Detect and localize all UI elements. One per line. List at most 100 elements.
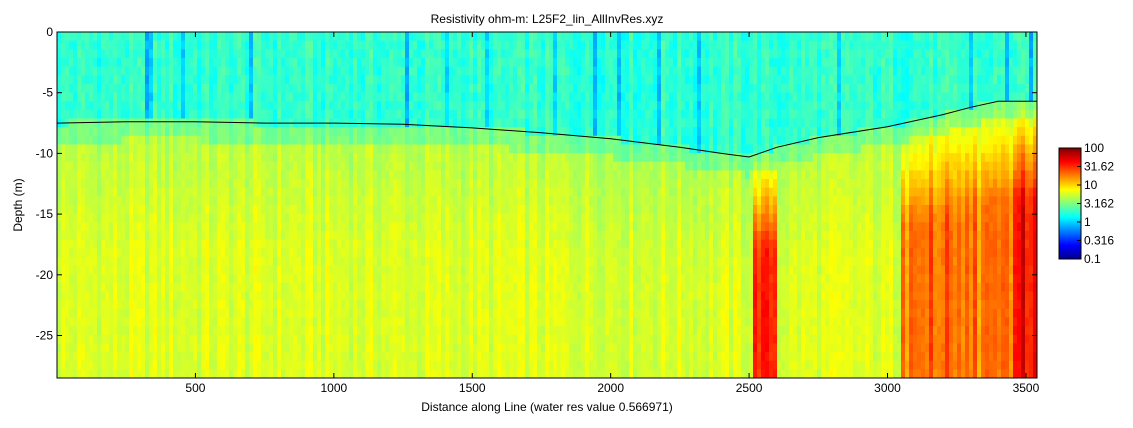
heatmap-cell	[205, 248, 210, 258]
heatmap-cell	[105, 222, 110, 232]
heatmap-cell	[149, 57, 154, 68]
heatmap-cell	[61, 213, 66, 223]
heatmap-cell	[153, 369, 158, 378]
heatmap-cell	[457, 179, 462, 189]
heatmap-cell	[489, 127, 494, 137]
heatmap-cell	[521, 230, 526, 241]
heatmap-cell	[277, 109, 282, 120]
heatmap-cell	[181, 83, 186, 94]
heatmap-cell	[57, 222, 62, 232]
heatmap-cell	[201, 32, 206, 42]
heatmap-cell	[473, 101, 478, 111]
heatmap-cell	[237, 256, 242, 267]
heatmap-cell	[177, 326, 182, 336]
heatmap-cell	[69, 360, 74, 370]
heatmap-cell	[537, 57, 542, 68]
heatmap-cell	[421, 118, 426, 128]
heatmap-cell	[249, 153, 254, 163]
heatmap-cell	[257, 49, 262, 59]
heatmap-cell	[545, 317, 550, 327]
heatmap-cell	[201, 360, 206, 370]
heatmap-cell	[273, 326, 278, 336]
heatmap-cell	[373, 196, 378, 206]
heatmap-cell	[141, 239, 146, 249]
heatmap-cell	[293, 317, 298, 327]
heatmap-cell	[373, 205, 378, 215]
heatmap-cell	[289, 343, 294, 353]
heatmap-cell	[349, 144, 354, 154]
heatmap-cell	[469, 75, 474, 85]
heatmap-cell	[289, 101, 294, 111]
heatmap-cell	[501, 92, 506, 102]
heatmap-cell	[145, 248, 150, 258]
heatmap-cell	[485, 66, 490, 76]
heatmap-cell	[61, 308, 66, 319]
heatmap-cell	[337, 49, 342, 59]
heatmap-cell	[101, 369, 106, 378]
heatmap-cell	[389, 135, 394, 146]
heatmap-cell	[93, 101, 98, 111]
heatmap-cell	[329, 352, 334, 362]
heatmap-cell	[249, 144, 254, 154]
heatmap-cell	[77, 213, 82, 223]
heatmap-cell	[477, 135, 482, 146]
heatmap-cell	[321, 291, 326, 301]
heatmap-cell	[545, 118, 550, 128]
heatmap-cell	[181, 265, 186, 275]
heatmap-cell	[429, 49, 434, 59]
heatmap-cell	[389, 326, 394, 336]
heatmap-cell	[113, 239, 118, 249]
heatmap-cell	[209, 170, 214, 180]
heatmap-cell	[309, 326, 314, 336]
heatmap-cell	[181, 127, 186, 137]
heatmap-cell	[473, 49, 478, 59]
heatmap-cell	[337, 352, 342, 362]
heatmap-cell	[145, 282, 150, 293]
heatmap-cell	[237, 213, 242, 223]
heatmap-cell	[441, 317, 446, 327]
heatmap-cell	[185, 369, 190, 378]
heatmap-cell	[441, 369, 446, 378]
heatmap-cell	[537, 291, 542, 301]
heatmap-cell	[433, 334, 438, 344]
heatmap-cell	[169, 265, 174, 275]
heatmap-cell	[81, 57, 86, 68]
heatmap-cell	[69, 144, 74, 154]
heatmap-cell	[393, 118, 398, 128]
heatmap-cell	[69, 256, 74, 267]
heatmap-cell	[537, 239, 542, 249]
heatmap-cell	[361, 300, 366, 310]
heatmap-cell	[293, 127, 298, 137]
heatmap-cell	[169, 57, 174, 68]
heatmap-cell	[401, 248, 406, 258]
heatmap-cell	[245, 352, 250, 362]
heatmap-cell	[161, 49, 166, 59]
heatmap-cell	[173, 75, 178, 85]
heatmap-cell	[545, 352, 550, 362]
heatmap-cell	[289, 334, 294, 344]
heatmap-cell	[369, 300, 374, 310]
heatmap-cell	[77, 308, 82, 319]
heatmap-cell	[165, 83, 170, 94]
heatmap-cell	[149, 92, 154, 102]
heatmap-cell	[113, 161, 118, 171]
heatmap-cell	[237, 265, 242, 275]
heatmap-cell	[293, 49, 298, 59]
heatmap-cell	[409, 127, 414, 137]
heatmap-cell	[465, 343, 470, 353]
heatmap-cell	[129, 343, 134, 353]
heatmap-cell	[89, 83, 94, 94]
heatmap-cell	[481, 222, 486, 232]
heatmap-cell	[241, 360, 246, 370]
heatmap-cell	[265, 248, 270, 258]
heatmap-cell	[385, 40, 390, 50]
heatmap-cell	[113, 343, 118, 353]
heatmap-cell	[61, 101, 66, 111]
heatmap-cell	[89, 360, 94, 370]
heatmap-cell	[65, 179, 70, 189]
heatmap-cell	[373, 118, 378, 128]
heatmap-cell	[229, 326, 234, 336]
heatmap-cell	[125, 222, 130, 232]
heatmap-cell	[353, 32, 358, 42]
heatmap-cell	[105, 274, 110, 284]
